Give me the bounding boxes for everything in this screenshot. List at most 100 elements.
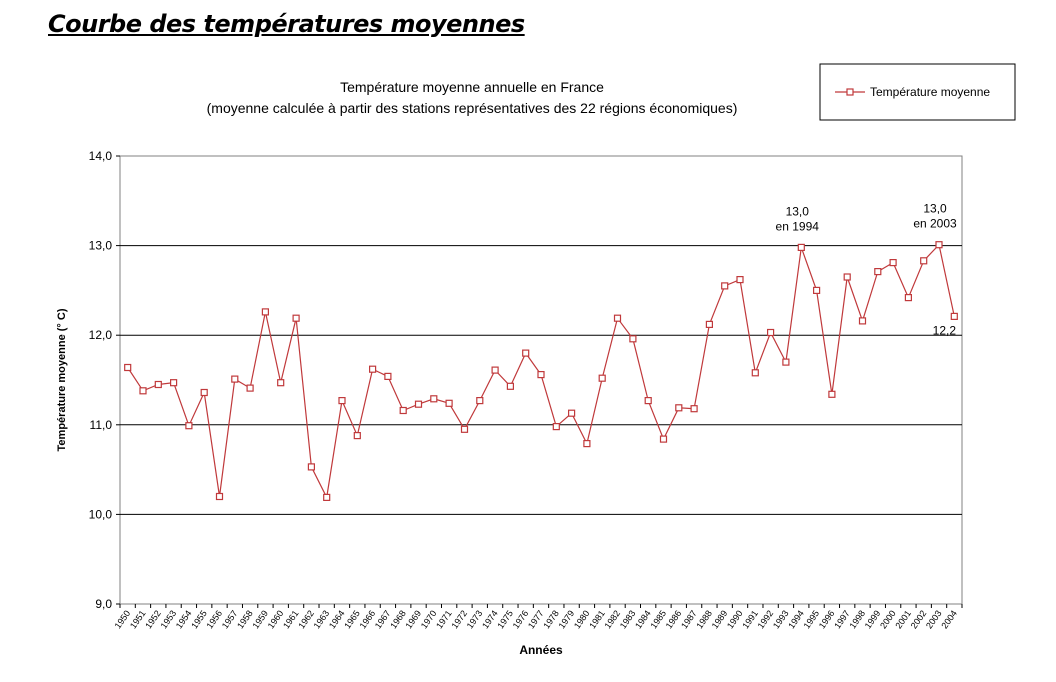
x-axis-ticks: 1950195119521953195419551956195719581959… <box>113 604 963 631</box>
data-point <box>353 432 361 440</box>
data-point <box>935 241 943 249</box>
data-point <box>950 312 958 320</box>
data-point <box>751 369 759 377</box>
x-tick-label: 1960 <box>266 608 286 630</box>
data-point <box>491 366 499 374</box>
x-tick-label: 1950 <box>113 608 133 630</box>
data-point <box>858 317 867 325</box>
y-tick-label: 11,0 <box>90 418 113 432</box>
page-heading: Courbe des températures moyennes <box>48 10 525 38</box>
x-tick-label: 1989 <box>710 608 730 630</box>
data-point <box>736 276 744 284</box>
data-point <box>460 425 469 433</box>
x-tick-label: 1984 <box>633 608 653 630</box>
x-tick-label: 1987 <box>679 608 699 630</box>
x-axis-title: Années <box>519 643 563 657</box>
y-tick-label: 9,0 <box>95 597 112 611</box>
y-tick-label: 14,0 <box>89 149 113 163</box>
data-point <box>721 282 729 290</box>
x-tick-label: 1975 <box>495 608 515 630</box>
x-tick-label: 1993 <box>771 608 791 630</box>
data-point <box>200 388 208 397</box>
x-tick-label: 2001 <box>893 608 913 630</box>
x-tick-label: 1970 <box>419 608 439 630</box>
data-point <box>675 404 683 412</box>
data-point <box>644 397 652 405</box>
y-tick-label: 12,0 <box>89 328 113 342</box>
legend-box <box>819 63 1016 121</box>
data-point <box>414 400 423 408</box>
x-tick-label: 1952 <box>143 608 163 630</box>
x-tick-label: 1972 <box>449 608 469 630</box>
x-tick-label: 1994 <box>786 608 806 630</box>
data-point <box>399 406 407 415</box>
y-axis-ticks: 9,0 10,0 11,0 12,0 13,0 14,0 <box>89 149 120 611</box>
x-tick-label: 1974 <box>480 608 500 630</box>
x-tick-label: 1969 <box>403 608 423 630</box>
x-tick-label: 2000 <box>878 608 898 630</box>
x-tick-label: 1962 <box>296 608 316 630</box>
x-tick-label: 1955 <box>189 608 209 630</box>
x-tick-label: 1980 <box>572 608 592 630</box>
plot-area <box>119 155 963 605</box>
y-tick-label: 13,0 <box>89 239 113 253</box>
data-point <box>476 397 484 405</box>
legend-label: Température moyenne <box>870 85 990 99</box>
x-tick-label: 1983 <box>618 608 638 630</box>
data-point <box>828 390 836 398</box>
chart-title: Température moyenne annuelle en France <box>340 79 604 95</box>
data-point <box>307 463 315 471</box>
x-tick-label: 1959 <box>250 608 270 630</box>
data-point <box>690 405 698 413</box>
data-point <box>583 440 591 448</box>
x-tick-label: 1963 <box>312 608 332 630</box>
x-tick-label: 1986 <box>664 608 684 630</box>
data-point <box>904 294 913 302</box>
data-point <box>277 379 285 387</box>
x-tick-label: 2002 <box>909 608 929 630</box>
data-point <box>246 384 254 392</box>
x-tick-label: 1981 <box>587 608 607 630</box>
data-point <box>659 435 668 443</box>
x-tick-label: 1953 <box>159 608 179 630</box>
x-tick-label: 1985 <box>648 608 668 630</box>
chart-area: 9,0 10,0 11,0 12,0 13,0 14,0 1950 1951 1952 1953… <box>40 56 1024 666</box>
x-tick-label: 1995 <box>802 608 822 630</box>
x-tick-label: 1977 <box>526 608 546 630</box>
x-tick-label: 1992 <box>756 608 776 630</box>
chart-subtitle: (moyenne calculée à partir des stations … <box>207 100 738 116</box>
x-tick-label: 1971 <box>434 608 454 630</box>
annotation-label: 13,0 <box>786 204 810 218</box>
data-point <box>598 374 606 382</box>
legend-marker-sample <box>846 88 854 96</box>
temperature-line-chart: 9,0 10,0 11,0 12,0 13,0 14,0 1950195119521953… <box>56 63 1016 657</box>
data-point <box>231 375 239 383</box>
data-point <box>874 268 882 276</box>
data-point <box>705 320 714 328</box>
data-point <box>629 335 637 343</box>
y-tick-label: 10,0 <box>89 507 113 521</box>
data-point <box>154 380 162 389</box>
x-tick-label: 1964 <box>327 608 347 630</box>
x-tick-label: 1966 <box>358 608 378 630</box>
data-point <box>522 349 530 357</box>
x-tick-label: 1982 <box>603 608 623 630</box>
data-point <box>124 363 132 372</box>
data-point <box>139 387 147 395</box>
x-tick-label: 1976 <box>511 608 531 630</box>
x-tick-label: 1951 <box>128 608 148 630</box>
x-tick-label: 1967 <box>373 608 393 630</box>
data-point <box>920 257 928 265</box>
x-tick-label: 1956 <box>204 608 224 630</box>
data-point <box>185 422 193 430</box>
x-tick-label: 1973 <box>465 608 485 630</box>
x-tick-label: 1999 <box>863 608 883 630</box>
data-point <box>506 382 514 390</box>
x-tick-label: 1961 <box>281 608 301 630</box>
data-point <box>567 409 576 417</box>
data-point <box>889 259 897 267</box>
x-tick-label: 2004 <box>939 608 959 630</box>
data-point <box>552 423 560 431</box>
x-tick-label: 1978 <box>541 608 561 630</box>
